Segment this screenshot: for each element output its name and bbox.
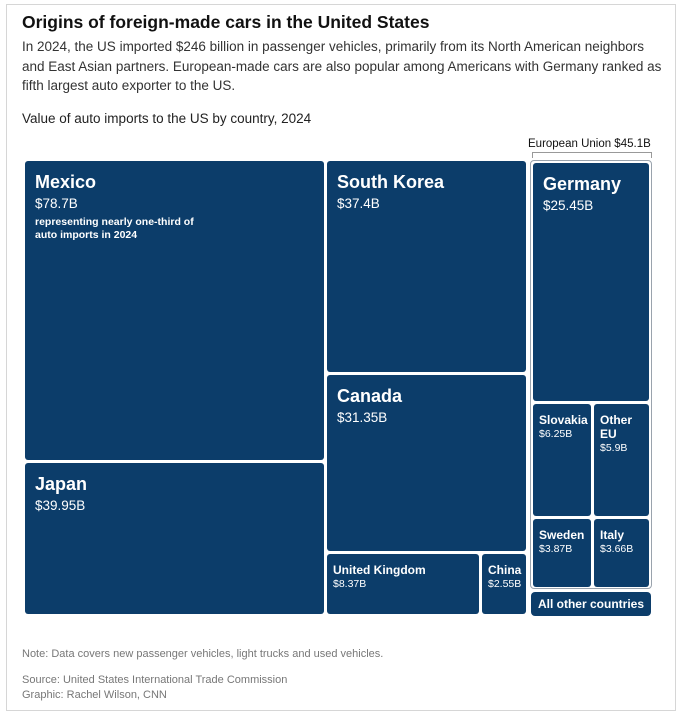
tile-value: $5.9B <box>600 442 628 454</box>
tile-other-eu: Other EU $5.9B <box>594 404 649 516</box>
chart-subtitle: In 2024, the US imported $246 billion in… <box>22 39 662 93</box>
tile-name: Mexico <box>35 172 97 192</box>
tile-united-kingdom: United Kingdom $8.37B <box>327 554 479 614</box>
tile-value: $31.35B <box>337 410 388 425</box>
tile-slovakia: Slovakia $6.25B <box>533 404 591 516</box>
tile-name: United Kingdom <box>333 563 426 577</box>
tile-south-korea: South Korea $37.4B <box>327 161 526 372</box>
eu-group-bracket <box>532 152 652 158</box>
tile-value: $37.4B <box>337 196 380 211</box>
tile-italy: Italy $3.66B <box>594 519 649 587</box>
tile-all-other-countries: All other countries <box>531 592 651 616</box>
chart-label: Value of auto imports to the US by count… <box>22 111 312 126</box>
credit-line: Graphic: Rachel Wilson, CNN <box>22 689 167 701</box>
eu-group-label: European Union $45.1B <box>528 138 651 150</box>
tile-name: South Korea <box>337 172 445 192</box>
tile-value: $78.7B <box>35 196 78 211</box>
mexico-note-bold: nearly one-third of auto imports in 2024 <box>35 216 194 241</box>
tile-name: Japan <box>35 474 88 494</box>
source-line: Source: United States International Trad… <box>22 674 288 686</box>
tile-japan: Japan $39.95B <box>25 463 324 614</box>
tile-value: $25.45B <box>543 198 594 213</box>
tile-canada: Canada $31.35B <box>327 375 526 551</box>
tile-value: $2.55B <box>488 578 522 590</box>
chart-title: Origins of foreign-made cars in the Unit… <box>22 12 430 32</box>
tile-germany: Germany $25.45B <box>533 163 649 401</box>
tile-name: Slovakia <box>539 413 588 427</box>
footnote: Note: Data covers new passenger vehicles… <box>22 648 384 660</box>
tile-value: $6.25B <box>539 428 573 440</box>
tile-name: China <box>488 563 522 577</box>
tile-value: $3.87B <box>539 543 573 555</box>
mexico-note-plain: representing <box>35 216 102 228</box>
chart-frame <box>6 4 676 711</box>
mexico-note: representing nearly one-third of auto im… <box>35 216 210 242</box>
tile-name: Germany <box>543 174 622 194</box>
eu-group-outline <box>530 160 652 589</box>
tile-name: Sweden <box>539 528 585 542</box>
tile-value: $39.95B <box>35 498 86 513</box>
tile-china: China $2.55B <box>482 554 526 614</box>
tile-mexico: Mexico $78.7B representing nearly one-th… <box>25 161 324 460</box>
tile-name: Other EU <box>600 413 633 441</box>
tile-name: Canada <box>337 386 403 406</box>
tile-sweden: Sweden $3.87B <box>533 519 591 587</box>
tile-value: $8.37B <box>333 578 367 590</box>
tile-name: Italy <box>600 528 625 542</box>
tile-value: $3.66B <box>600 543 634 555</box>
